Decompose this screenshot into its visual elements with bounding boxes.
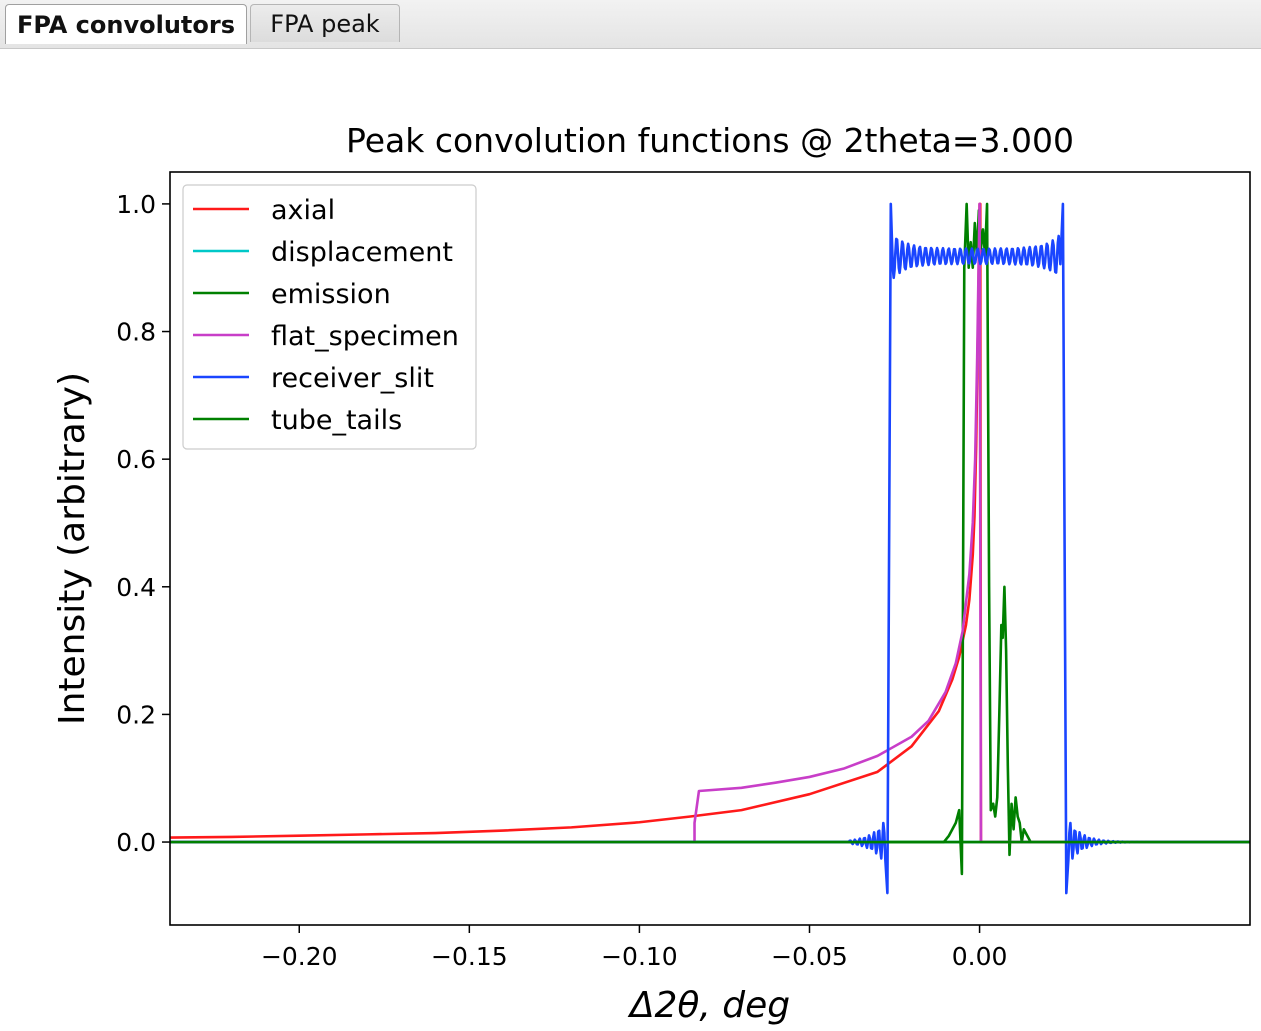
series-line-emission xyxy=(170,202,1250,876)
x-tick-label: −0.15 xyxy=(431,942,508,971)
legend: axial displacement emission flat_specimenre… xyxy=(182,184,477,450)
y-tick-label: 0.0 xyxy=(116,828,156,857)
series-line-flat-specimen xyxy=(170,202,1250,844)
legend-label: tube_tails xyxy=(271,405,402,436)
legend-label: flat_specimen xyxy=(271,321,459,352)
plot-panel: −0.20 −0.15 −0.10 −0.05 0.00 0.0 0.2 0.4 0.6 0.8 1… xyxy=(0,49,1261,1031)
y-tick-label: 0.4 xyxy=(116,573,156,602)
x-tick-label: −0.10 xyxy=(601,942,678,971)
chart-title: Peak convolution functions @ 2theta=3.00… xyxy=(346,121,1074,160)
x-axis-label: Δ2θ, deg xyxy=(627,985,790,1026)
y-tick-label: 0.8 xyxy=(116,318,156,347)
ticks-layer: −0.20 −0.15 −0.10 −0.05 0.00 0.0 0.2 0.4 0.6 0.8 1… xyxy=(116,190,1007,971)
legend-label: emission xyxy=(271,279,391,310)
tab-bar: FPA convolutors FPA peak xyxy=(0,0,1261,49)
axes-frame xyxy=(169,171,1251,926)
tab-fpa-peak[interactable]: FPA peak xyxy=(250,4,400,42)
tab-fpa-convolutors[interactable]: FPA convolutors xyxy=(5,4,247,44)
legend-label: axial xyxy=(271,195,335,226)
series-layer xyxy=(170,202,1250,895)
x-tick-label: −0.20 xyxy=(261,942,338,971)
legend-box xyxy=(182,184,477,450)
y-axis-label: Intensity (arbitrary) xyxy=(52,372,93,725)
x-tick-label: −0.05 xyxy=(771,942,848,971)
x-tick-label: 0.00 xyxy=(952,942,1008,971)
convolution-chart: −0.20 −0.15 −0.10 −0.05 0.00 0.0 0.2 0.4 0.6 0.8 1… xyxy=(52,121,1251,1026)
y-tick-label: 0.2 xyxy=(116,700,156,729)
y-tick-label: 0.6 xyxy=(116,445,156,474)
legend-label: receiver_slit xyxy=(271,363,434,394)
legend-label: displacement xyxy=(271,237,453,268)
y-tick-label: 1.0 xyxy=(116,190,156,219)
